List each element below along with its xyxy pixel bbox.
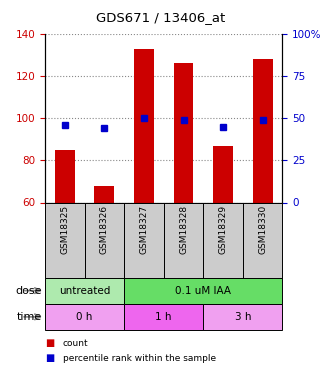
Bar	[45, 278, 124, 304]
Bar	[84, 202, 124, 278]
Bar	[203, 202, 243, 278]
Text: GDS671 / 13406_at: GDS671 / 13406_at	[96, 11, 225, 24]
Text: 1 h: 1 h	[155, 312, 172, 322]
Text: 0 h: 0 h	[76, 312, 93, 322]
Text: dose: dose	[15, 286, 42, 296]
Bar	[45, 304, 124, 330]
Bar	[213, 146, 233, 202]
Text: time: time	[16, 312, 42, 322]
Bar	[94, 186, 114, 202]
Bar	[134, 48, 154, 202]
Text: 0.1 uM IAA: 0.1 uM IAA	[175, 286, 231, 296]
Text: 3 h: 3 h	[235, 312, 251, 322]
Bar	[124, 202, 164, 278]
Text: GSM18325: GSM18325	[60, 205, 69, 254]
Text: percentile rank within the sample: percentile rank within the sample	[63, 354, 216, 363]
Text: GSM18329: GSM18329	[219, 205, 228, 254]
Text: untreated: untreated	[59, 286, 110, 296]
Bar	[243, 202, 282, 278]
Text: GSM18330: GSM18330	[258, 205, 267, 254]
Text: count: count	[63, 339, 88, 348]
Bar	[124, 278, 282, 304]
Bar	[203, 304, 282, 330]
Text: GSM18328: GSM18328	[179, 205, 188, 254]
Bar	[253, 59, 273, 202]
Bar	[55, 150, 75, 202]
Bar	[174, 63, 193, 202]
Bar	[124, 304, 203, 330]
Text: ■: ■	[45, 353, 54, 363]
Bar	[164, 202, 203, 278]
Bar	[45, 202, 84, 278]
Text: GSM18327: GSM18327	[139, 205, 148, 254]
Text: ■: ■	[45, 338, 54, 348]
Text: GSM18326: GSM18326	[100, 205, 109, 254]
